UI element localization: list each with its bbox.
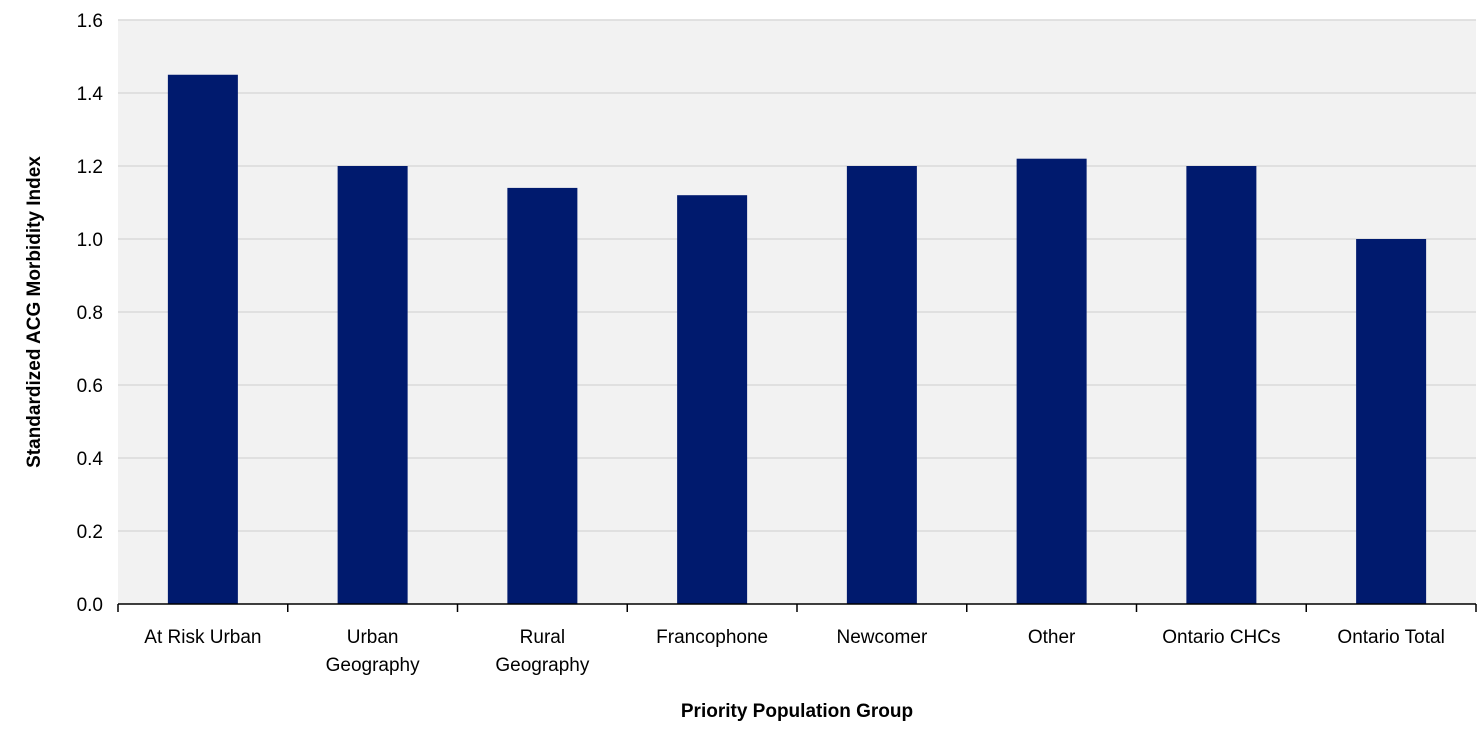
x-tick-label-line: Rural [520,627,565,648]
bar [677,195,748,604]
x-tick-label-line: Ontario CHCs [1162,627,1280,648]
bar [846,166,917,604]
bar [1186,166,1257,604]
y-tick-label: 0.6 [77,376,103,397]
y-tick-labels: 0.0 0.2 0.4 0.6 0.8 1.0 1.2 1.4 1.6 [77,11,104,616]
x-tick-label-line: Newcomer [836,627,927,648]
y-tick-label: 1.4 [77,84,104,105]
x-tick-label-line: Urban [347,627,399,648]
y-tick-label: 1.6 [77,11,103,32]
y-tick-label: 1.0 [77,230,103,251]
x-tick-label-line: Geography [326,655,421,676]
bars [167,74,1427,604]
y-tick-label: 0.4 [77,449,104,470]
x-tick-label: Urban Geography [326,627,421,676]
y-axis-title: Standardized ACG Morbidity Index [24,156,45,468]
x-tick-label-line: Geography [495,655,590,676]
x-tick-label: Other [1028,627,1076,648]
y-tick-label: 0.2 [77,522,103,543]
x-tick-label-line: Other [1028,627,1076,648]
x-tick-label-line: Ontario Total [1337,627,1444,648]
y-tick-label: 0.8 [77,303,103,324]
y-tick-label: 0.0 [77,595,103,616]
x-tick-label: Newcomer [836,627,927,648]
x-tick-label-line: Francophone [656,627,768,648]
bar [167,74,238,604]
x-tick-label-line: At Risk Urban [144,627,261,648]
x-tick-labels: At Risk Urban Urban Geography Rural Geograph… [144,627,1445,676]
x-axis-title: Priority Population Group [681,701,913,722]
bar [1016,158,1087,604]
x-tick-label: Rural Geography [495,627,590,676]
axes [117,603,1477,612]
bar [1356,239,1427,604]
x-tick-label: Ontario Total [1337,627,1444,648]
x-tick-label: Francophone [656,627,768,648]
x-tick-label: Ontario CHCs [1162,627,1280,648]
bar [507,187,578,604]
x-tick-label: At Risk Urban [144,627,261,648]
bar [337,166,408,604]
y-tick-label: 1.2 [77,157,103,178]
